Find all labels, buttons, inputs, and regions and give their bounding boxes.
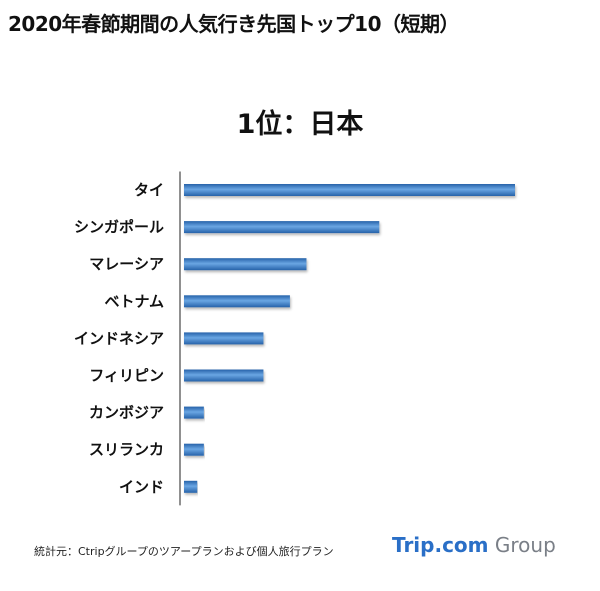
category-label: インドネシア xyxy=(74,329,164,347)
bar-chart: タイシンガポールマレーシアベトナムインドネシアフィリピンカンボジアスリランカイン… xyxy=(74,171,515,506)
bar xyxy=(184,332,264,345)
bar xyxy=(184,480,198,493)
bar xyxy=(184,221,380,234)
bar xyxy=(184,369,264,382)
page-title: 2020年春節期間の人気行き先国トップ10（短期） xyxy=(8,12,460,36)
category-label: インド xyxy=(119,478,164,496)
bar xyxy=(184,406,204,419)
category-label: フィリピン xyxy=(89,367,164,385)
category-label: マレーシア xyxy=(89,255,164,273)
bar xyxy=(184,443,204,456)
logo-trip-text: Trip.com xyxy=(392,533,489,557)
trip-com-group-logo: Trip.com Group xyxy=(392,533,556,557)
source-note: 統計元：Ctripグループのツアープランおよび個人旅行プラン xyxy=(34,545,334,558)
logo-group-text: Group xyxy=(494,533,556,557)
category-label: シンガポール xyxy=(74,218,164,236)
category-label: スリランカ xyxy=(89,441,164,459)
category-label: カンボジア xyxy=(89,404,164,422)
rank-heading: 1位：日本 xyxy=(236,109,364,140)
bar xyxy=(184,184,515,196)
category-label: タイ xyxy=(134,181,164,199)
category-label: ベトナム xyxy=(104,292,164,310)
bar xyxy=(184,295,290,308)
bar xyxy=(184,258,307,271)
